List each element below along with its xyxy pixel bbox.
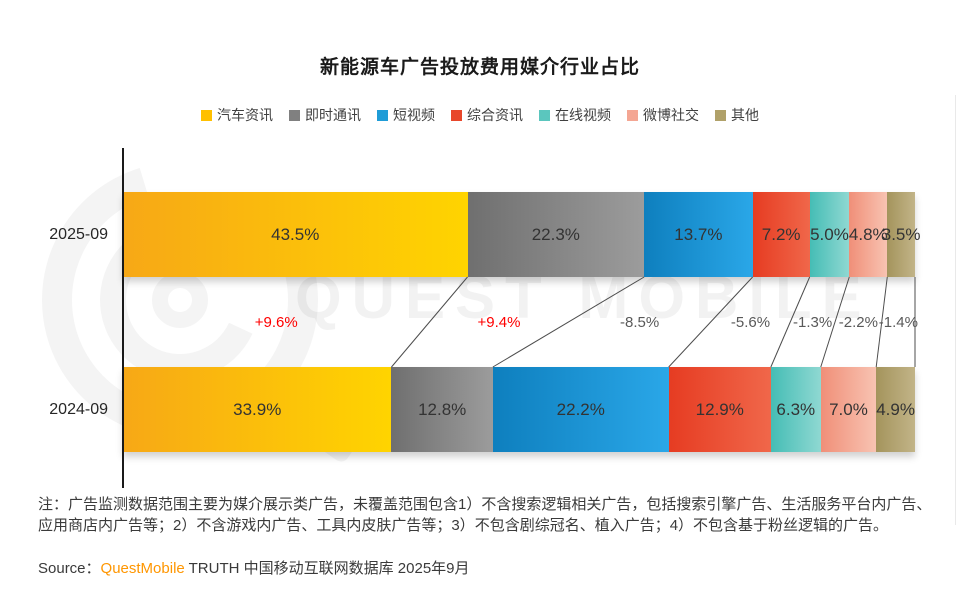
bar-segment-短视频-2024-09 bbox=[492, 367, 669, 452]
legend: 汽车资讯 即时通讯 短视频 综合资讯 在线视频 微博社交 其他 bbox=[0, 105, 960, 125]
source-line: Source：QuestMobile TRUTH 中国移动互联网数据库 2025… bbox=[38, 557, 470, 578]
questmobile-logo-watermark-center bbox=[152, 272, 208, 328]
legend-swatch-icon bbox=[377, 109, 388, 121]
legend-label: 短视频 bbox=[393, 107, 435, 123]
change-label-汽车资讯: +9.6% bbox=[254, 314, 298, 331]
bar-segment-在线视频-2025-09 bbox=[809, 192, 850, 277]
bar-segment-综合资讯-2025-09 bbox=[752, 192, 810, 277]
segment-value-label: 33.9% bbox=[233, 399, 282, 419]
bar-segment-微博社交-2025-09 bbox=[849, 192, 888, 277]
questmobile-brand: QuestMobile bbox=[100, 560, 185, 577]
bar-segment-微博社交-2024-09 bbox=[820, 367, 877, 452]
segment-value-label: 7.0% bbox=[829, 399, 868, 419]
y-axis-line bbox=[122, 148, 124, 488]
legend-label: 在线视频 bbox=[555, 107, 611, 123]
segment-value-label: 6.3% bbox=[776, 399, 816, 419]
legend-swatch-icon bbox=[451, 109, 462, 121]
segment-value-label: 7.2% bbox=[761, 224, 801, 244]
segment-value-label: 12.9% bbox=[695, 399, 744, 419]
legend-item-短视频: 短视频 bbox=[377, 105, 435, 125]
source-rest: TRUTH 中国移动互联网数据库 2025年9月 bbox=[184, 560, 470, 577]
slide-edge-line bbox=[955, 95, 956, 525]
legend-label: 汽车资讯 bbox=[217, 107, 273, 123]
change-label-即时通讯: +9.4% bbox=[477, 314, 521, 331]
legend-swatch-icon bbox=[715, 109, 726, 121]
legend-item-综合资讯: 综合资讯 bbox=[451, 105, 523, 125]
bar-segment-汽车资讯-2025-09 bbox=[123, 192, 468, 277]
segment-value-label: 22.3% bbox=[531, 224, 580, 244]
change-label-在线视频: -1.3% bbox=[793, 314, 833, 331]
footnote: 注：广告监测数据范围主要为媒介展示类广告，未覆盖范围包含1）不含搜索逻辑相关广告… bbox=[38, 496, 932, 534]
bar-segment-汽车资讯-2024-09 bbox=[123, 367, 392, 452]
category-label-2025-09: 2025-09 bbox=[49, 226, 108, 243]
legend-label: 其他 bbox=[731, 107, 759, 123]
change-label-微博社交: -2.2% bbox=[838, 314, 878, 331]
segment-value-label: 5.0% bbox=[810, 224, 849, 244]
change-label-综合资讯: -5.6% bbox=[730, 314, 771, 331]
legend-item-即时通讯: 即时通讯 bbox=[289, 105, 361, 125]
bar-segment-其他-2024-09 bbox=[876, 367, 915, 452]
bar-segment-即时通讯-2025-09 bbox=[467, 192, 645, 277]
legend-item-其他: 其他 bbox=[715, 105, 759, 125]
segment-value-label: 13.7% bbox=[674, 224, 723, 244]
segment-value-label: 43.5% bbox=[271, 224, 320, 244]
segment-value-label: 3.5% bbox=[881, 224, 921, 244]
change-label-短视频: -8.5% bbox=[619, 314, 660, 331]
segment-value-label: 4.8% bbox=[848, 224, 888, 244]
legend-swatch-icon bbox=[539, 109, 550, 121]
chart-title: 新能源车广告投放费用媒介行业占比 bbox=[319, 57, 640, 78]
bar-segment-即时通讯-2024-09 bbox=[391, 367, 493, 452]
segment-value-label: 12.8% bbox=[418, 399, 467, 419]
bar-segment-综合资讯-2024-09 bbox=[668, 367, 771, 452]
legend-label: 微博社交 bbox=[643, 107, 699, 123]
segment-value-label: 4.9% bbox=[876, 399, 915, 419]
change-label-其他: -1.4% bbox=[878, 314, 918, 331]
legend-swatch-icon bbox=[201, 109, 212, 121]
legend-label: 综合资讯 bbox=[467, 107, 523, 123]
bar-segment-在线视频-2024-09 bbox=[770, 367, 821, 452]
bar-segment-短视频-2025-09 bbox=[644, 192, 753, 277]
legend-item-汽车资讯: 汽车资讯 bbox=[201, 105, 273, 125]
legend-label: 即时通讯 bbox=[305, 107, 361, 123]
segment-value-label: 22.2% bbox=[556, 399, 605, 419]
legend-item-在线视频: 在线视频 bbox=[539, 105, 611, 125]
stacked-bar-2025-09: 43.5% 22.3% 13.7% 7.2% 5.0% 4.8% 3.5% bbox=[123, 192, 921, 277]
legend-swatch-icon bbox=[289, 109, 300, 121]
legend-swatch-icon bbox=[627, 109, 638, 121]
source-label: Source： bbox=[38, 560, 101, 577]
bar-segment-其他-2025-09 bbox=[887, 192, 915, 277]
category-label-2024-09: 2024-09 bbox=[49, 401, 108, 418]
legend-item-微博社交: 微博社交 bbox=[627, 105, 699, 125]
stacked-bar-2024-09: 33.9% 12.8% 22.2% 12.9% 6.3% 7.0% 4.9% bbox=[123, 367, 915, 452]
